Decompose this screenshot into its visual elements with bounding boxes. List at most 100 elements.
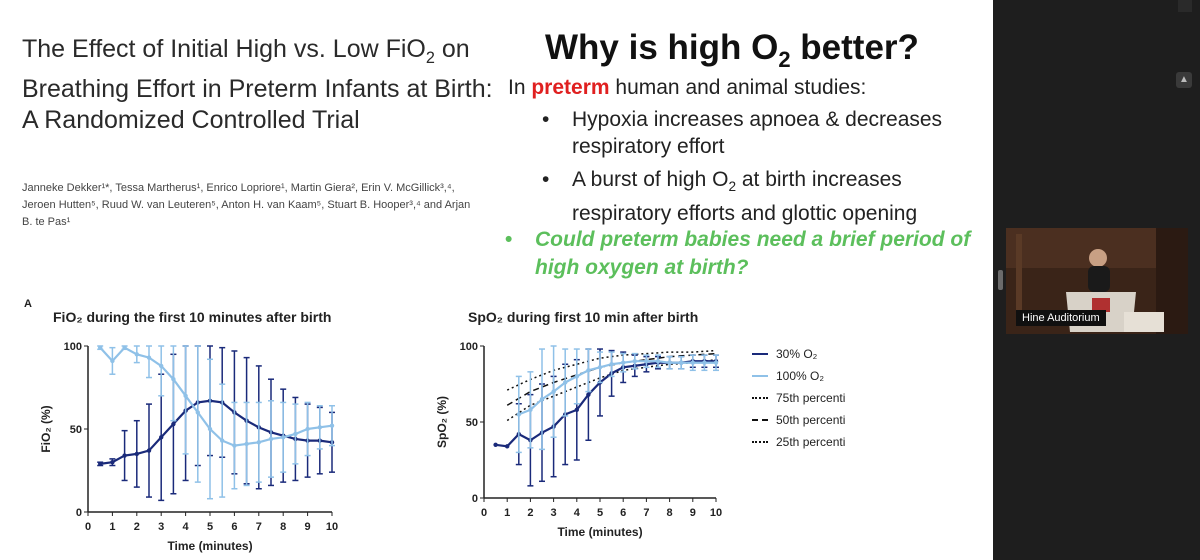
bullet-dot-1: • — [542, 108, 550, 131]
fio2-series-1-point — [305, 426, 310, 432]
slide-title: Why is high O2 better? — [545, 28, 919, 73]
spo2-series-1-point — [679, 360, 684, 365]
question-text: Could preterm babies need a brief period… — [535, 228, 971, 279]
legend-swatch — [752, 397, 768, 399]
spo2-x-tick-label: 1 — [504, 507, 510, 519]
paper-title-subscript: 2 — [425, 49, 435, 67]
fio2-y-tick-label: 0 — [76, 507, 82, 519]
fio2-series-1-point — [293, 431, 298, 437]
spo2-series-1-point — [516, 412, 521, 417]
fio2-series-1-point — [146, 355, 152, 360]
spo2-series-1-point — [609, 362, 614, 367]
spo2-series-0-point — [505, 444, 510, 449]
sidebar-top-bar — [1178, 0, 1192, 12]
paper-authors: Janneke Dekker¹*, Tessa Martherus¹, Enri… — [22, 182, 471, 228]
legend-label: 100% O₂ — [776, 369, 825, 383]
spo2-x-tick-label: 7 — [643, 507, 649, 519]
legend-item: 100% O₂ — [752, 365, 845, 387]
fio2-series-1-point — [183, 393, 188, 398]
slide-title-subscript: 2 — [778, 47, 791, 72]
spo2-series-1-point — [597, 365, 603, 370]
fio2-series-0-point — [171, 421, 176, 427]
speaker-body — [1088, 266, 1110, 292]
bullet-burst: • A burst of high O2 at birth increases … — [542, 166, 972, 227]
speaker-head — [1089, 249, 1107, 267]
fio2-series-0-point — [98, 461, 103, 467]
bullet-dot-3: • — [505, 228, 513, 251]
fio2-series-1-point — [134, 352, 139, 357]
spo2-series-1-point — [632, 359, 637, 364]
spo2-series-1-point — [528, 407, 533, 413]
legend-swatch — [752, 441, 768, 443]
spo2-series-1-point — [551, 389, 556, 394]
legend-item: 75th percenti — [752, 387, 845, 409]
legend-swatch — [752, 419, 768, 421]
legend-swatch — [752, 375, 768, 377]
fio2-x-tick-label: 0 — [85, 521, 91, 533]
bullet-1-text: Hypoxia increases apnoea & decreases res… — [572, 108, 943, 158]
fio2-x-tick-label: 8 — [280, 521, 286, 533]
spo2-series-0-point — [493, 442, 498, 447]
spo2-x-tick-label: 6 — [620, 507, 626, 519]
fio2-series-1-point — [159, 363, 164, 369]
paper-title: The Effect of Initial High vs. Low FiO2 … — [22, 34, 502, 136]
speaker-video[interactable]: Hine Auditorium — [1006, 228, 1188, 334]
bullet-2-subscript: 2 — [728, 179, 737, 195]
paper-title-line1: The Effect of Initial High vs. Low FiO — [22, 35, 426, 63]
fio2-series-0-point — [159, 435, 164, 440]
fio2-series-1-point — [207, 426, 213, 432]
legend-item: 25th percenti — [752, 431, 845, 453]
fio2-x-tick-label: 10 — [326, 521, 338, 533]
fio2-series-1-point — [232, 443, 237, 448]
paper-title-rest: on Breathing Effort in Preterm Infants a… — [22, 35, 493, 134]
bullet-hypoxia: • Hypoxia increases apnoea & decreases r… — [542, 106, 972, 160]
spo2-x-axis-label: Time (minutes) — [557, 525, 642, 539]
fio2-x-tick-label: 4 — [183, 521, 190, 533]
resize-handle[interactable] — [998, 270, 1003, 290]
fio2-chart-title: FiO₂ during the first 10 minutes after b… — [53, 309, 332, 325]
presentation-slide: The Effect of Initial High vs. Low FiO2 … — [0, 0, 993, 560]
spo2-series-1-point — [574, 374, 579, 379]
fio2-y-tick-label: 50 — [70, 424, 82, 436]
fio2-x-axis-label: Time (minutes) — [167, 539, 252, 553]
spo2-series-1-point — [667, 360, 672, 365]
intro-pre: In — [508, 76, 532, 99]
legend-label: 25th percenti — [776, 435, 846, 449]
fio2-series-1-point — [220, 438, 225, 443]
spo2-series-1-point — [655, 359, 661, 364]
fio2-x-tick-label: 9 — [305, 521, 311, 533]
fio2-series-0-point — [122, 453, 127, 458]
legend-item: 30% O₂ — [752, 343, 845, 365]
spo2-y-tick-label: 100 — [460, 341, 478, 353]
spo2-x-tick-label: 4 — [574, 507, 581, 519]
bullet-2-text-post: at birth increases respiratory efforts a… — [572, 168, 918, 226]
spo2-series-1-point — [690, 360, 695, 365]
legend-label: 75th percenti — [776, 391, 846, 405]
spo2-x-tick-label: 5 — [597, 507, 603, 519]
fio2-x-tick-label: 5 — [207, 521, 213, 533]
spo2-x-tick-label: 10 — [710, 507, 722, 519]
fio2-series-0-point — [110, 460, 115, 465]
fio2-series-1-point — [317, 425, 322, 430]
fio2-x-tick-label: 3 — [158, 521, 164, 533]
slide-title-post: better? — [790, 28, 919, 67]
arrow-up-icon[interactable]: ▲ — [1176, 72, 1192, 88]
spo2-x-tick-label: 8 — [667, 507, 673, 519]
spo2-y-tick-label: 50 — [466, 417, 478, 429]
spo2-series-0-line — [495, 360, 716, 448]
spo2-series-0-point — [586, 392, 591, 397]
fio2-series-1-point — [268, 436, 274, 442]
legend-item: 50th percenti — [752, 409, 845, 431]
fio2-series-1-point — [256, 440, 261, 445]
fio2-series-1-point — [329, 423, 335, 428]
spo2-x-tick-label: 9 — [690, 507, 696, 519]
fio2-series-0-point — [146, 448, 152, 453]
spo2-series-1-point — [702, 360, 707, 365]
legend-label: 50th percenti — [776, 413, 846, 427]
question-bullet: • Could preterm babies need a brief peri… — [505, 226, 975, 282]
spo2-x-tick-label: 2 — [527, 507, 533, 519]
spo2-x-tick-label: 0 — [481, 507, 487, 519]
fio2-series-1-point — [122, 345, 127, 350]
fio2-x-tick-label: 6 — [231, 521, 237, 533]
